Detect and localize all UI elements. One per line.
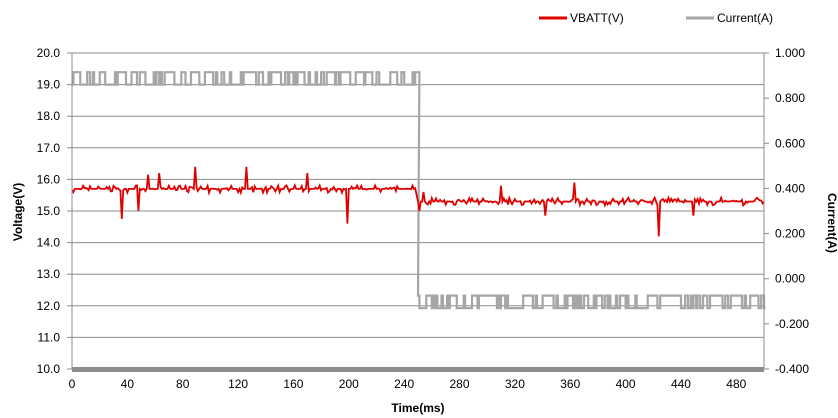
y2-tick-label: 0.200 xyxy=(775,227,805,241)
x-tick-label: 320 xyxy=(505,377,525,391)
x-tick-label: 160 xyxy=(283,377,303,391)
y-tick-label: 19.0 xyxy=(37,78,61,92)
legend: VBATT(V) Current(A) xyxy=(539,11,773,25)
x-tick-label: 40 xyxy=(121,377,135,391)
axes xyxy=(67,52,769,372)
y-tick-label: 11.0 xyxy=(38,330,61,344)
x-tick-label: 120 xyxy=(228,377,248,391)
y2-tick-label: 0.600 xyxy=(775,136,805,150)
y-tick-label: 20.0 xyxy=(37,46,61,60)
y2-tick-label: -0.200 xyxy=(775,317,809,331)
y-tick-label: 14.0 xyxy=(37,236,61,250)
x-tick-label: 280 xyxy=(450,377,470,391)
y-tick-label: 18.0 xyxy=(37,109,61,123)
series-vbatt xyxy=(71,166,765,237)
y-tick-label: 15.0 xyxy=(37,204,61,218)
x-tick-label: 0 xyxy=(69,377,76,391)
x-tick-label: 440 xyxy=(671,377,691,391)
vbatt-line xyxy=(71,166,765,237)
y-axis-title: Voltage(V) xyxy=(11,183,25,241)
y2-tick-label: 0.800 xyxy=(775,91,805,105)
series-current xyxy=(72,71,766,310)
y-tick-label: 13.0 xyxy=(37,267,61,281)
x-tick-label: 480 xyxy=(726,377,746,391)
x-tick-label: 400 xyxy=(616,377,636,391)
ticks: 10.0 11.0 12.0 13.0 14.0 15.0 16.0 17.0 18.0 19.0… xyxy=(37,46,810,391)
y2-axis-title: Current(A) xyxy=(825,193,838,253)
x-tick-label: 200 xyxy=(339,377,359,391)
y-tick-label: 17.0 xyxy=(37,141,61,155)
current-line xyxy=(72,71,766,310)
y-tick-label: 16.0 xyxy=(37,172,61,186)
x-tick-label: 360 xyxy=(560,377,580,391)
x-axis-title: Time(ms) xyxy=(391,401,444,415)
y-tick-label: 12.0 xyxy=(37,299,61,313)
legend-label-current: Current(A) xyxy=(717,11,773,25)
legend-label-vbatt: VBATT(V) xyxy=(570,11,624,25)
x-tick-label: 80 xyxy=(176,377,190,391)
x-axis-line xyxy=(72,367,764,372)
x-tick-label: 240 xyxy=(394,377,414,391)
y2-tick-label: 0.400 xyxy=(775,181,805,195)
y2-tick-label: -0.400 xyxy=(775,362,809,376)
y2-tick-label: 0.000 xyxy=(775,272,805,286)
y2-tick-label: 1.000 xyxy=(775,46,805,60)
y-tick-label: 10.0 xyxy=(37,362,61,376)
